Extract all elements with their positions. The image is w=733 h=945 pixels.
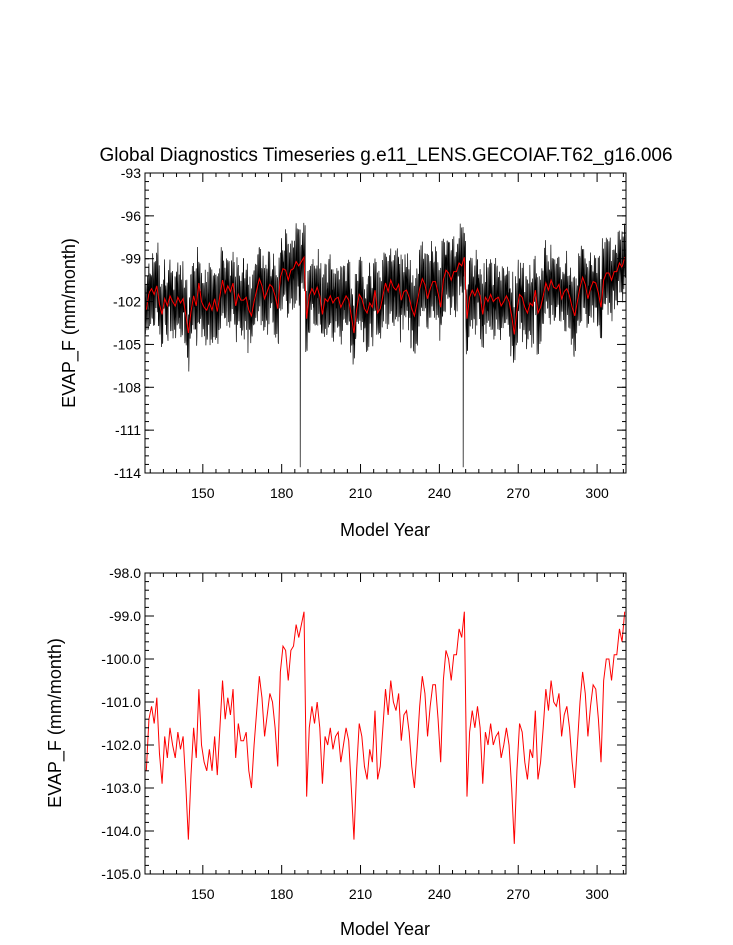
series-annual-top [145, 255, 626, 335]
y-tick-label: -100.0 [101, 651, 141, 667]
x-axis-label-top: Model Year [340, 520, 430, 540]
x-tick-label: 300 [585, 485, 609, 501]
x-tick-label: 240 [428, 485, 452, 501]
y-ticks-top: -93 -96 -99 -102 -105 -108 -111 -114 [113, 165, 626, 481]
x-tick-label: 210 [349, 485, 373, 501]
x-ticks-bottom: 150 180 210 240 270 300 [149, 573, 624, 902]
chart-top: Global Diagnostics Timeseries g.e11_LENS… [59, 145, 673, 540]
x-tick-label: 180 [270, 886, 294, 902]
series-monthly-top [144, 222, 627, 468]
y-axis-label-bottom: EVAP_F (mm/month) [45, 638, 66, 808]
monthly-series-line [144, 222, 627, 468]
annual-series-line-bottom [145, 611, 626, 844]
chart-bottom: 150 180 210 240 270 300 -98.0 -99.0 -100.0 -101.… [45, 565, 627, 939]
x-tick-label: 240 [428, 886, 452, 902]
y-tick-label: -99 [121, 251, 141, 267]
x-tick-label: 180 [270, 485, 294, 501]
y-tick-label: -102 [113, 294, 141, 310]
x-axis-label-bottom: Model Year [340, 919, 430, 939]
y-tick-label: -101.0 [101, 694, 141, 710]
x-tick-label: 150 [191, 485, 215, 501]
plot-frame-bottom [144, 572, 627, 875]
y-tick-label: -99.0 [109, 608, 141, 624]
x-tick-label: 210 [349, 886, 373, 902]
annual-series-line-top [145, 255, 626, 335]
x-tick-label: 300 [585, 886, 609, 902]
y-tick-label: -102.0 [101, 737, 141, 753]
y-tick-label: -105 [113, 336, 141, 352]
y-tick-label: -105.0 [101, 866, 141, 882]
chart-title: Global Diagnostics Timeseries g.e11_LENS… [99, 145, 672, 166]
y-tick-label: -103.0 [101, 780, 141, 796]
y-tick-label: -96 [121, 208, 141, 224]
x-ticks-top: 150 180 210 240 270 300 [149, 173, 624, 501]
y-axis-label-top: EVAP_F (mm/month) [59, 238, 80, 408]
y-tick-label: -111 [115, 422, 141, 438]
y-ticks-bottom: -98.0 -99.0 -100.0 -101.0 -102.0 -103.0 -104.0… [101, 565, 626, 882]
y-tick-label: -114 [114, 465, 141, 481]
y-tick-label: -104.0 [101, 823, 141, 839]
x-tick-label: 150 [191, 886, 215, 902]
series-annual-bottom [145, 611, 626, 844]
y-tick-label: -108 [113, 379, 141, 395]
y-tick-label: -93 [121, 165, 141, 181]
y-tick-label: -98.0 [109, 565, 141, 581]
plot-frame-top [144, 172, 627, 474]
x-tick-label: 270 [507, 485, 531, 501]
x-tick-label: 270 [507, 886, 531, 902]
